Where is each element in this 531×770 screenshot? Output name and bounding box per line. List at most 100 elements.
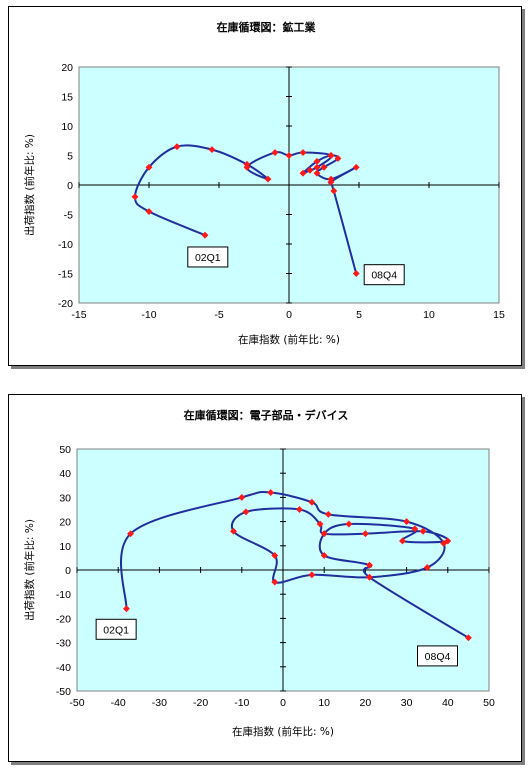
data-point [306,166,314,174]
data-point [230,527,238,535]
chart-title: 在庫循環図：鉱工業 [217,20,317,34]
data-point [267,489,275,497]
data-point [423,564,431,572]
y-tick-label: 10 [61,121,73,133]
y-tick-label: 40 [59,468,71,480]
y-tick-label: 15 [61,92,73,104]
x-tick-label: 50 [483,697,495,709]
data-point [464,634,472,642]
data-point [324,510,332,518]
data-point [243,163,251,171]
x-tick-label: -15 [71,309,86,321]
data-point [320,163,328,171]
chart-frame-electronics: 在庫循環図：電子部品・デバイス -50 -40 -30 -20 -10 0 10 20 30 40 5… [8,394,522,762]
x-tick-label: 0 [286,309,292,321]
data-point [145,163,153,171]
y-tick-label: -5 [64,210,73,222]
data-point [320,551,328,560]
x-tick-label: -20 [193,697,208,709]
data-point [419,527,427,535]
data-point [365,573,374,581]
start-annotation: 02Q1 [95,618,137,640]
y-axis-label: 出荷指数 (前年比: %) [23,519,36,621]
x-tick-label: -10 [141,309,156,321]
annotation-label: 08Q4 [425,651,451,663]
y-tick-label: -30 [56,638,71,650]
x-tick-label: -30 [152,697,167,709]
y-axis-label: 出荷指数 (前年比: %) [23,134,36,236]
y-tick-label: -40 [56,662,71,674]
data-point [352,269,360,278]
y-tick-label: 50 [59,444,71,456]
data-point [271,148,279,157]
data-point [271,551,279,560]
chart-svg-mining: 在庫循環図：鉱工業-15 -10 -5 0 5 10 15-20-15-10-5051015… [23,20,505,346]
end-annotation: 08Q4 [417,645,458,667]
x-tick-label: 10 [318,697,330,709]
x-tick-label: -50 [69,697,84,709]
y-tick-label: -10 [56,589,71,601]
data-point [131,193,139,201]
data-point [308,571,316,579]
x-tick-label: 20 [360,697,372,709]
y-tick-label: -20 [56,613,71,625]
data-point [398,537,407,545]
data-point [285,151,293,160]
y-tick-label: -10 [58,239,73,251]
y-tick-label: -15 [58,269,73,281]
data-point [334,154,342,163]
annotation-box [417,645,458,667]
data-point [242,508,250,516]
y-tick-label: 0 [67,180,73,192]
data-point [313,157,321,165]
data-point [271,578,279,586]
data-point [264,175,272,183]
x-tick-label: 10 [423,309,435,321]
data-point [320,530,328,538]
data-point [173,143,181,151]
data-point [201,231,209,239]
data-point [361,530,369,538]
data-point [238,493,246,501]
y-tick-label: 20 [61,62,73,74]
y-tick-label: 0 [65,565,71,577]
start-annotation: 02Q1 [187,246,229,268]
data-point [299,148,307,157]
end-annotation: 08Q4 [363,264,405,286]
data-point [403,518,411,526]
data-point [330,187,338,195]
x-tick-label: 0 [280,697,286,709]
data-point [352,163,360,171]
data-point [145,207,153,216]
annotation-label: 02Q1 [103,624,129,636]
annotation-label: 02Q1 [195,252,221,264]
chart-title: 在庫循環図：電子部品・デバイス [184,408,349,422]
annotation-box [95,618,137,640]
data-point [327,151,335,160]
y-tick-label: 5 [67,151,73,163]
data-point [444,537,452,545]
data-point [299,169,307,177]
y-tick-label: 20 [59,517,71,529]
y-tick-label: -20 [58,298,73,310]
data-point [345,520,353,528]
x-tick-label: 5 [356,309,362,321]
annotation-label: 08Q4 [371,270,397,282]
chart-frame-mining: 在庫循環図：鉱工業 -15 -10 -5 0 5 10 15 -20 -15 -10 -5 0 5 10 15… [8,6,522,366]
data-point [295,505,304,514]
x-tick-label: -10 [234,697,249,709]
x-tick-label: 15 [493,309,505,321]
x-tick-label: 30 [401,697,413,709]
data-point [316,520,324,528]
annotation-box [187,246,229,268]
data-point [127,530,135,538]
data-point [122,605,130,613]
x-axis-label: 在庫指数 (前年比: %) [232,725,334,738]
x-tick-label: -5 [214,309,223,321]
data-point [313,169,321,177]
annotation-box [363,264,405,286]
x-axis-label: 在庫指数 (前年比: %) [238,333,340,346]
y-tick-label: -50 [56,686,71,698]
x-tick-label: -40 [111,697,126,709]
y-tick-label: 10 [59,541,71,553]
